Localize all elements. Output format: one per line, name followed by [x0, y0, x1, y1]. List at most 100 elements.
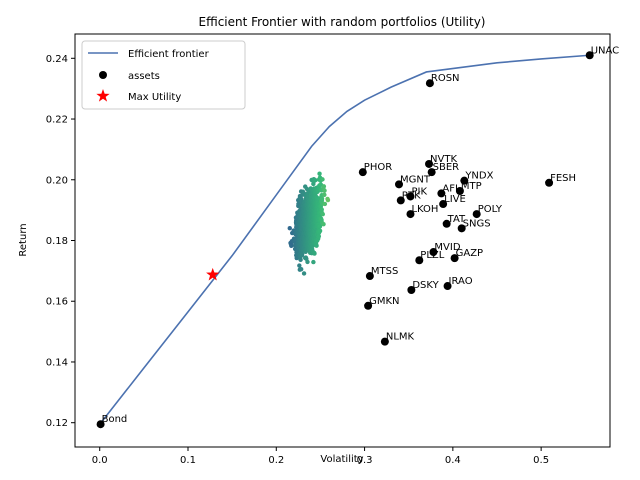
portfolio-point [301, 271, 307, 276]
portfolio-point [298, 257, 303, 263]
random-portfolios [287, 171, 331, 276]
portfolio-point [319, 207, 324, 212]
asset-point [96, 420, 105, 429]
y-tick-label: 0.20 [46, 175, 68, 186]
asset-label: PHOR [364, 162, 392, 173]
asset-point [443, 282, 452, 291]
asset-point [460, 176, 469, 185]
portfolio-point [314, 243, 319, 248]
asset-point [472, 210, 481, 219]
portfolio-point [317, 228, 323, 234]
portfolio-point [322, 201, 328, 207]
asset-label: DSKY [412, 280, 439, 291]
asset-label: Bond [102, 414, 128, 425]
asset-label: MVID [434, 242, 460, 253]
x-axis-title: Volatility [320, 454, 363, 465]
asset-point [455, 187, 464, 195]
x-tick-label: 0.1 [180, 455, 196, 466]
asset-point [439, 200, 448, 209]
y-tick-label: 0.16 [46, 297, 68, 308]
asset-label: PIK [411, 186, 427, 197]
asset-label: POLY [478, 204, 503, 215]
chart-title: Efficient Frontier with random portfolio… [199, 15, 486, 29]
y-tick-label: 0.18 [46, 236, 68, 247]
y-tick-label: 0.22 [46, 115, 68, 126]
asset-point [396, 196, 405, 205]
portfolio-point [320, 212, 325, 217]
legend-max-utility-label: Max Utility [128, 92, 181, 103]
asset-label: AFL [442, 183, 461, 194]
asset-label: IRAO [449, 276, 473, 287]
portfolio-point [298, 267, 304, 272]
asset-point [415, 256, 424, 265]
asset-label: RTK [402, 190, 421, 201]
asset-point [545, 178, 554, 187]
asset-label: MTP [461, 181, 482, 192]
asset-point [450, 254, 459, 263]
x-axis: 0.0 0.1 0.2 0.3 0.4 0.5 [92, 447, 549, 466]
x-tick-label: 0.3 [357, 455, 373, 466]
asset-point [406, 210, 415, 219]
max-utility-layer [206, 267, 220, 281]
x-tick-label: 0.0 [92, 455, 108, 466]
asset-point [406, 192, 415, 201]
portfolio-point [319, 196, 325, 201]
x-tick-label: 0.5 [533, 455, 549, 466]
portfolio-point [312, 251, 317, 256]
asset-point [425, 159, 434, 168]
asset-label: ROSN [431, 73, 460, 84]
portfolio-point [316, 234, 322, 239]
portfolio-point [289, 243, 294, 248]
asset-point [365, 272, 374, 281]
asset-label: GAZP [456, 248, 483, 259]
portfolio-point [296, 201, 301, 207]
portfolio-point [322, 192, 327, 197]
portfolio-point [325, 197, 331, 203]
portfolio-point [322, 188, 327, 193]
asset-label: LKOH [411, 204, 438, 215]
asset-point [407, 286, 416, 294]
portfolio-point [313, 177, 318, 183]
asset-point [395, 180, 403, 189]
x-tick-label: 0.2 [268, 455, 284, 466]
efficient-frontier-line [99, 54, 590, 425]
asset-point [358, 168, 367, 177]
asset-label: NVTK [430, 154, 457, 165]
portfolio-point [299, 251, 305, 256]
y-tick-label: 0.12 [46, 418, 68, 429]
asset-label: MGNT [400, 174, 431, 185]
portfolio-point [297, 263, 302, 268]
asset-label: PLZL [420, 250, 444, 261]
asset-label: GMKN [369, 296, 399, 307]
y-axis-title: Return [18, 223, 29, 256]
portfolio-point [317, 171, 322, 176]
max-utility-marker [206, 267, 220, 281]
portfolio-point [321, 221, 326, 227]
efficient-frontier-layer [99, 54, 590, 425]
portfolio-point [317, 223, 323, 229]
portfolio-point [320, 177, 325, 182]
legend-assets-label: assets [128, 71, 160, 82]
portfolio-point [311, 259, 316, 265]
asset-label: SNGS [463, 218, 491, 229]
y-tick-label: 0.14 [46, 357, 68, 368]
x-tick-label: 0.4 [445, 455, 461, 466]
asset-point [427, 168, 436, 177]
asset-label: LIVE [444, 194, 466, 205]
asset-point [364, 301, 373, 310]
legend: Efficient frontier assets Max Utility [81, 40, 246, 110]
asset-point [425, 79, 434, 88]
legend-box [81, 40, 246, 110]
portfolio-point [321, 184, 327, 189]
asset-point [457, 224, 466, 233]
asset-label: FESH [550, 173, 576, 184]
asset-label: SBER [433, 162, 460, 173]
asset-point [429, 248, 438, 257]
asset-label: TAT [447, 214, 466, 225]
asset-label: NLMK [386, 332, 415, 343]
asset-point [437, 189, 446, 198]
legend-frontier-label: Efficient frontier [128, 49, 210, 60]
y-axis: 0.12 0.14 0.16 0.18 0.20 0.22 0.24 [46, 54, 75, 429]
